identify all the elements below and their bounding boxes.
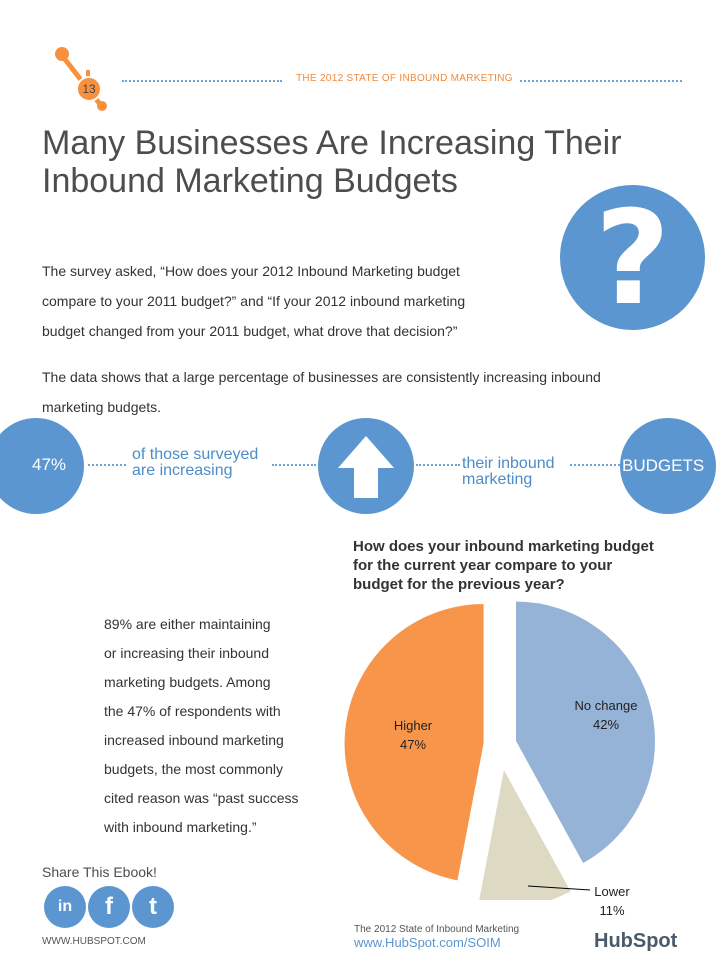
header-dots-right (520, 80, 682, 82)
pie-slice-higher (343, 602, 485, 882)
linkedin-icon[interactable]: in (44, 886, 86, 928)
survey-paragraph: The survey asked, “How does your 2012 In… (42, 263, 466, 339)
hubspot-logo: HubSpot (594, 930, 678, 952)
pie-slice-no-change (514, 600, 656, 865)
pie-slice-lower (478, 767, 572, 900)
stats-dots-4 (570, 464, 620, 466)
stats-dots-3 (416, 464, 460, 466)
summary-text: 89% are either maintaining or increasing… (104, 616, 299, 835)
report-name: The 2012 State of Inbound Marketing (354, 924, 520, 935)
twitter-icon[interactable]: t (132, 886, 174, 928)
report-url-link[interactable]: www.HubSpot.com/SOIM (354, 935, 501, 950)
header-dots-left (122, 80, 282, 82)
share-label: Share This Ebook! (42, 864, 157, 880)
stats-dots-1 (88, 464, 126, 466)
page-number: 13 (76, 76, 102, 102)
lower-leader-line (527, 885, 591, 891)
budgets-label: BUDGETS (622, 456, 705, 475)
page-title: Many Businesses Are Increasing Their Inb… (42, 124, 622, 200)
facebook-icon[interactable]: f (88, 886, 130, 928)
pie-label-lower: Lower 11% (594, 884, 630, 918)
up-arrow-icon (338, 436, 394, 498)
website-link[interactable]: WWW.HUBSPOT.COM (42, 936, 146, 947)
budgets-circle (620, 418, 716, 514)
pie-label-no-change: No change 42% (574, 698, 638, 732)
chart-question: How does your inbound marketing budget f… (353, 538, 654, 593)
stats-dots-2 (272, 464, 316, 466)
data-paragraph: The data shows that a large percentage o… (42, 369, 601, 415)
percent-value: 47% (32, 455, 67, 474)
stats-text-surveyed: of those surveyed are increasing (132, 446, 259, 479)
question-circle (560, 185, 705, 330)
question-mark-icon: ? (594, 182, 671, 334)
percent-circle (0, 418, 84, 514)
header-title: THE 2012 STATE OF INBOUND MARKETING (296, 73, 513, 84)
stats-text-marketing: their inbound marketing (462, 455, 555, 488)
pie-chart (343, 600, 656, 900)
pie-label-higher: Higher 47% (393, 718, 433, 752)
